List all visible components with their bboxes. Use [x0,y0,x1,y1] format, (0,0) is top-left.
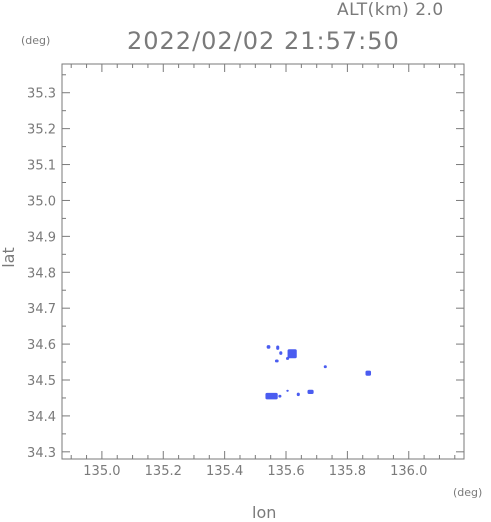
echo-point [274,359,279,363]
echo-point [278,394,282,398]
echo-point [365,370,372,376]
y-axis-unit: (deg) [21,34,51,47]
y-tick-label: 34.5 [27,374,56,389]
echo-point [287,349,297,359]
x-tick-label: 136.0 [390,464,427,479]
x-tick-label: 135.4 [206,464,243,479]
echo-point [296,392,300,397]
y-tick-label: 35.0 [27,194,56,209]
echo-group [265,345,372,400]
echo-point [286,389,289,392]
x-tick-label: 135.0 [83,464,120,479]
y-tick-label: 35.2 [27,123,56,138]
y-tick-label: 34.4 [27,410,56,425]
echo-point [323,365,327,369]
timestamp: 2022/02/02 21:57:50 [127,27,400,55]
echo-point [286,357,290,360]
ticks-group: 135.0 135.2 135.4 135.6 135.8 136.0 34.3 34.4 34… [27,64,464,479]
echo-point [265,392,278,400]
echo-point [276,345,280,350]
x-axis-label: lon [252,503,277,522]
plot-frame [61,63,465,460]
y-tick-label: 35.1 [27,159,56,174]
x-axis-unit: (deg) [453,486,483,499]
x-tick-label: 135.8 [329,464,366,479]
echo-point [307,389,314,395]
y-tick-label: 34.3 [27,446,56,461]
x-tick-label: 135.6 [267,464,304,479]
y-tick-label: 34.9 [27,230,56,245]
echo-point [266,345,271,349]
y-tick-label: 34.8 [27,266,56,281]
x-tick-label: 135.2 [145,464,182,479]
echo-point [279,351,283,355]
altitude-label: ALT(km) 2.0 [337,0,444,20]
y-tick-label: 34.7 [27,302,56,317]
y-tick-label: 34.6 [27,338,56,353]
y-tick-label: 35.3 [27,87,56,102]
